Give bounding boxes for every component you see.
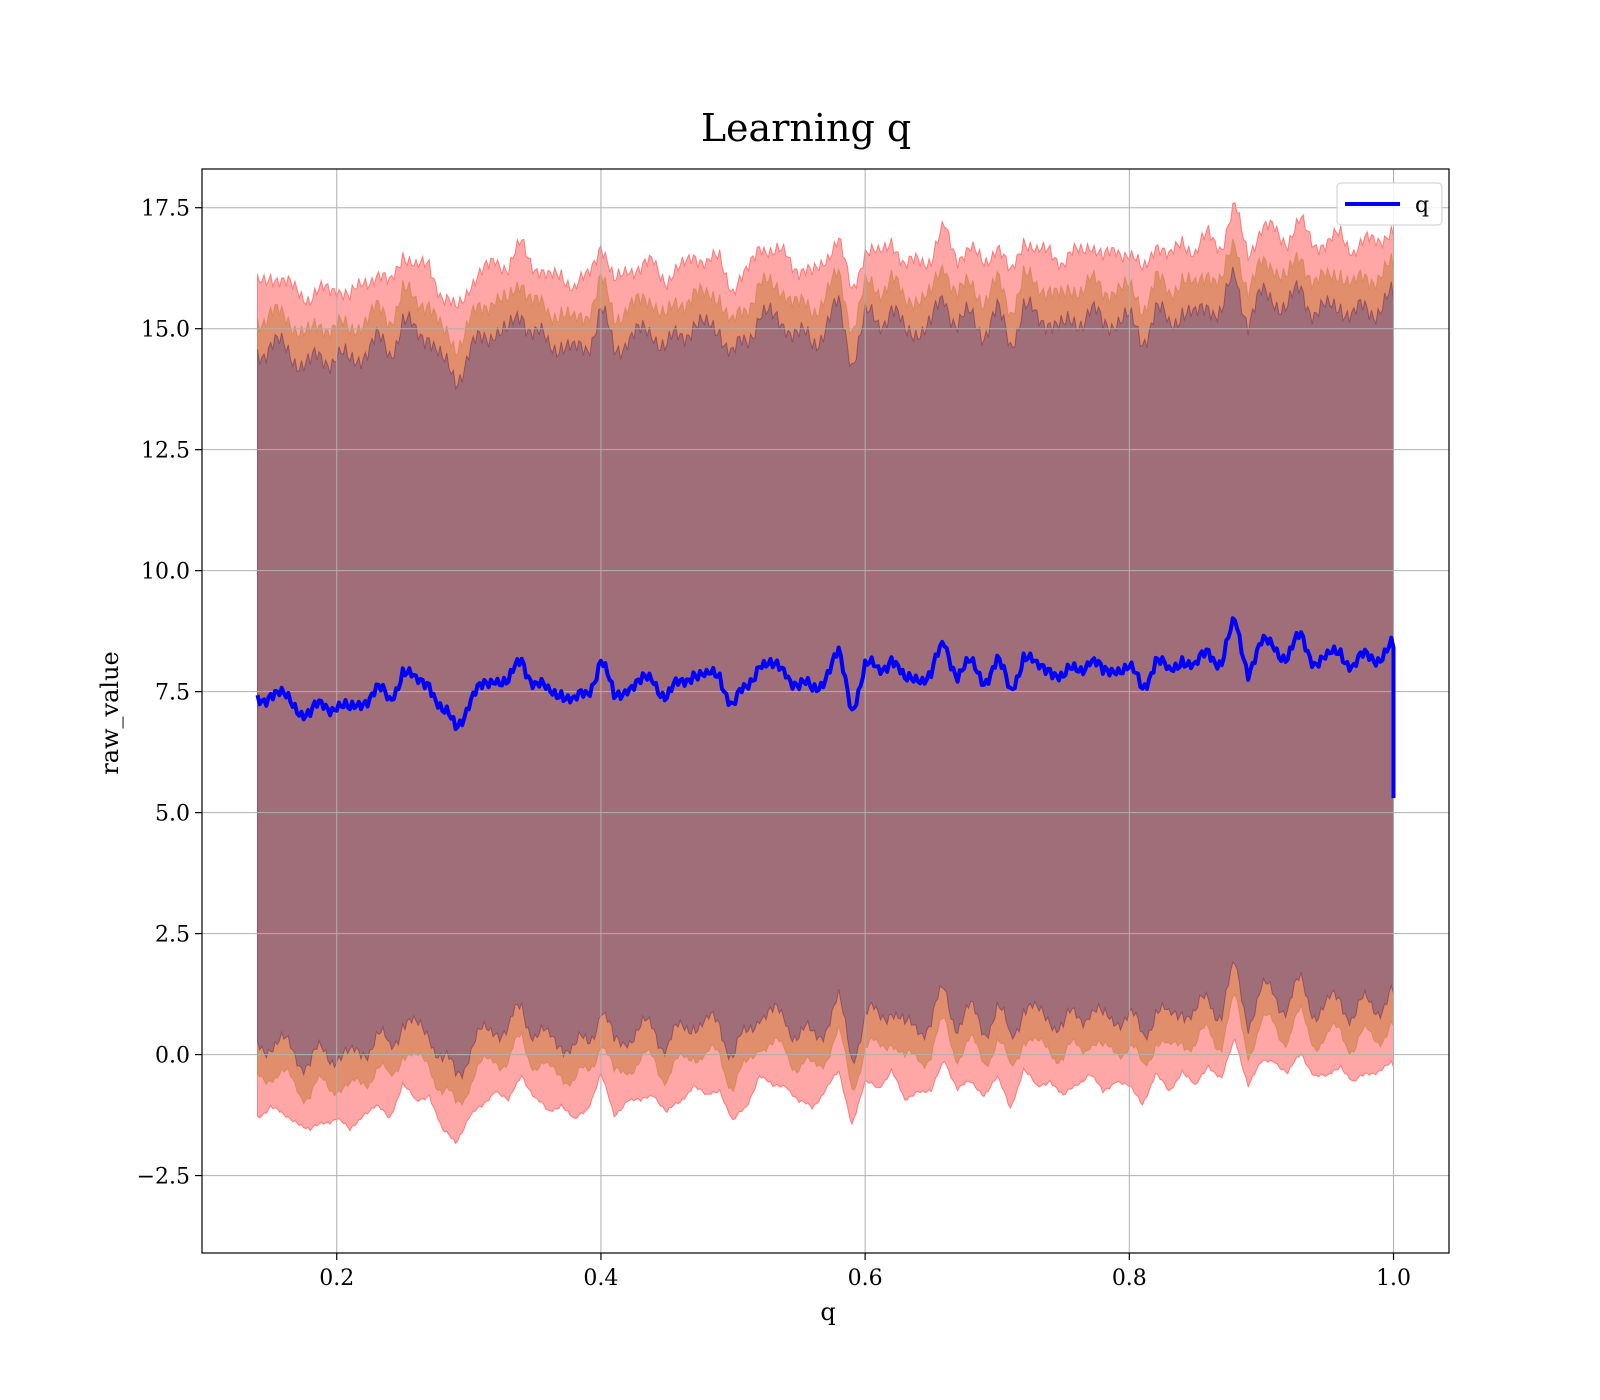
plot-area: 0.2 0.4 0.6 0.8 1.0 −2.5 0.0 2.5 5.0 7.5 10.0 12.5 1… <box>137 168 1450 1291</box>
y-axis-label: raw_value <box>96 651 124 775</box>
x-tick-label: 0.8 <box>1112 1266 1147 1291</box>
x-tick-label: 0.4 <box>583 1266 618 1291</box>
y-tick-label: 5.0 <box>155 802 190 827</box>
y-tick-label: 10.0 <box>141 560 190 585</box>
y-tick-label: 2.5 <box>155 923 190 948</box>
chart-title: Learning q <box>701 106 911 150</box>
axes-frame <box>201 168 1450 1254</box>
y-tick-label: 0.0 <box>155 1044 190 1069</box>
series-line-q <box>255 616 1396 799</box>
y-tick-label: −2.5 <box>137 1165 190 1190</box>
x-axis-label: q <box>820 1298 835 1326</box>
legend: q <box>1336 182 1443 226</box>
legend-label-q: q <box>1415 193 1429 218</box>
y-tick-label: 7.5 <box>155 681 190 706</box>
y-tick-label: 17.5 <box>141 197 190 222</box>
y-tick-label: 12.5 <box>141 439 190 464</box>
x-tick-label: 0.2 <box>319 1266 354 1291</box>
x-tick-label: 1.0 <box>1376 1266 1411 1291</box>
y-tick-label: 15.0 <box>141 318 190 343</box>
x-tick-label: 0.6 <box>848 1266 883 1291</box>
